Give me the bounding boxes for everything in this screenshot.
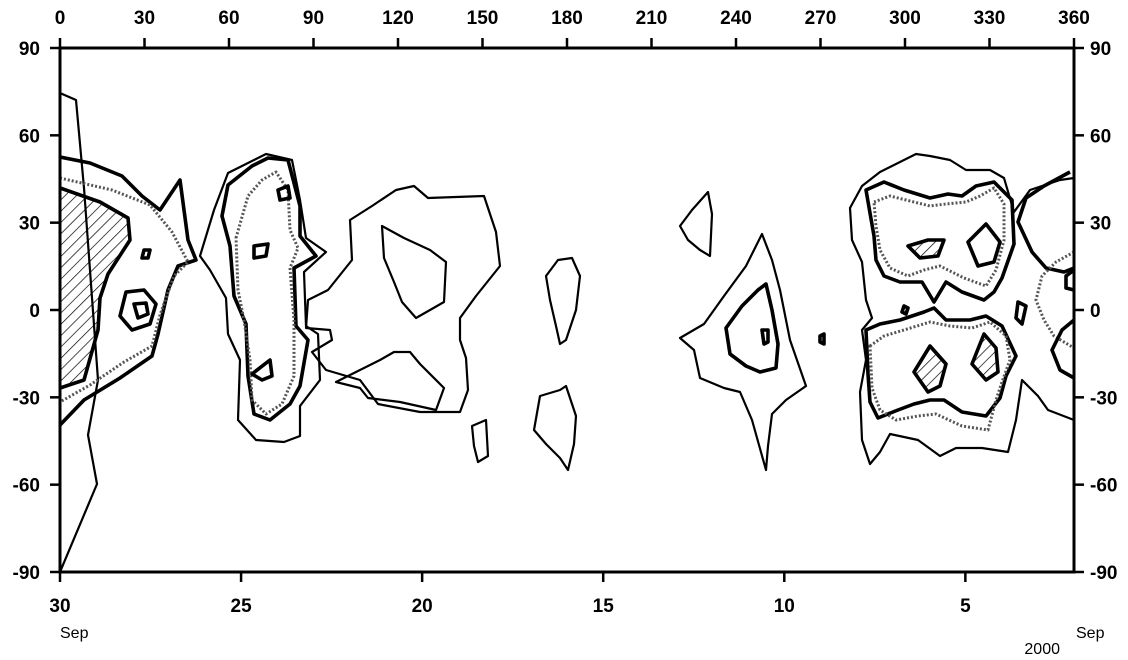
contour-line: [872, 186, 1006, 288]
contour-hatched: [60, 186, 132, 390]
contour-line: [118, 288, 158, 332]
contour-line: [334, 350, 446, 412]
left-axis-tick-label: 30: [19, 214, 40, 235]
right-axis-tick-label: 30: [1090, 214, 1111, 235]
top-axis-tick-label: 60: [218, 8, 239, 29]
right-axis-tick-label: 90: [1090, 39, 1111, 60]
contour-line: [132, 301, 150, 320]
tick-marks: [50, 38, 1084, 582]
top-axis-tick-label: 150: [467, 8, 499, 29]
contour-line: [234, 170, 300, 416]
right-axis-tick-label: -90: [1090, 563, 1117, 584]
contour-hatched: [912, 344, 948, 394]
contour-line: [60, 155, 198, 427]
contour-line: [864, 180, 1016, 304]
contour-line: [724, 282, 780, 374]
top-axis-tick-label: 240: [720, 8, 752, 29]
contour-line: [678, 190, 714, 258]
bottom-axis-tick-label: 20: [412, 596, 433, 617]
top-axis-tick-label: 210: [636, 8, 668, 29]
left-axis-tick-label: -30: [13, 388, 40, 409]
contour-line: [1034, 250, 1074, 350]
left-axis-tick-label: 90: [19, 39, 40, 60]
left-axis-tick-label: 0: [29, 301, 40, 322]
bottom-axis-month-left: Sep: [60, 625, 89, 642]
contour-line: [678, 232, 808, 472]
top-axis-tick-label: 360: [1058, 8, 1090, 29]
top-axis-tick-label: 300: [889, 8, 921, 29]
contour-line: [220, 156, 318, 422]
contour-line: [304, 184, 502, 414]
top-axis-tick-label: 180: [551, 8, 583, 29]
plot-frame: [58, 46, 1076, 574]
right-axis-tick-label: -60: [1090, 476, 1117, 497]
bottom-axis-tick-label: 30: [49, 596, 70, 617]
contour-line: [1050, 318, 1074, 380]
right-axis-tick-label: -30: [1090, 388, 1117, 409]
contour-line: [1016, 170, 1074, 274]
contour-line: [848, 152, 1074, 466]
contour-line: [380, 224, 448, 320]
contour-line: [470, 418, 490, 464]
bottom-axis-tick-label: 10: [774, 596, 795, 617]
top-axis-tick-label: 330: [974, 8, 1006, 29]
right-axis-tick-label: 60: [1090, 126, 1111, 147]
contour-line: [966, 222, 1002, 268]
top-axis-tick-label: 120: [382, 8, 414, 29]
right-axis-tick-label: 0: [1090, 301, 1101, 322]
contour-line: [864, 306, 1018, 420]
contour-hatched: [906, 238, 946, 260]
contour-line: [1064, 268, 1074, 292]
contour-hatched: [970, 332, 1000, 382]
bottom-axis-tick-label: 25: [231, 596, 253, 617]
contour-line: [60, 176, 190, 404]
top-axis-tick-label: 90: [303, 8, 324, 29]
left-axis-tick-label: 60: [19, 126, 40, 147]
contour-line: [1014, 300, 1028, 326]
contour-line: [868, 320, 1012, 432]
left-axis-tick-label: -60: [13, 476, 40, 497]
contour-line: [250, 358, 274, 382]
contour-line: [532, 384, 578, 472]
contour-lines: [60, 91, 1074, 572]
top-axis-tick-label: 270: [805, 8, 837, 29]
contour-line: [818, 332, 826, 346]
contour-line: [198, 152, 328, 444]
left-axis-tick-label: -90: [13, 563, 40, 584]
bottom-axis-year: 2000: [1024, 641, 1060, 658]
bottom-axis-tick-label: 15: [593, 596, 615, 617]
top-axis-tick-label: 0: [55, 8, 66, 29]
bottom-axis-tick-label: 5: [960, 596, 971, 617]
contour-line: [760, 328, 770, 346]
contour-line: [140, 248, 152, 260]
contour-line: [252, 242, 270, 260]
contour-line: [544, 256, 582, 346]
contour-line: [900, 304, 910, 316]
top-axis-tick-label: 30: [134, 8, 155, 29]
bottom-axis-month-right: Sep: [1076, 625, 1105, 642]
contour-line: [276, 184, 292, 202]
